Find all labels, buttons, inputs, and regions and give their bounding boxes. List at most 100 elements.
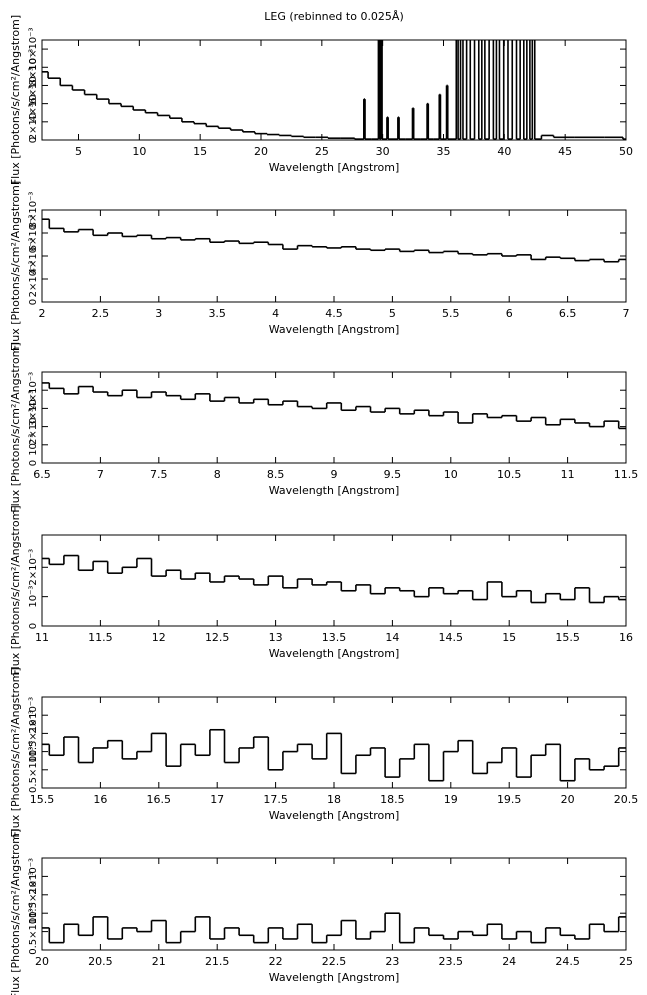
x-tick-label: 25 [315, 145, 329, 158]
x-tick-label: 14.5 [439, 631, 464, 644]
x-tick-label: 4.5 [325, 307, 343, 320]
x-tick-label: 20.5 [614, 793, 639, 806]
plot-frame [41, 696, 627, 789]
x-tick-label: 8.5 [267, 468, 285, 481]
x-tick-label: 19 [444, 793, 458, 806]
y-tick-label: 10⁻³ [28, 741, 39, 763]
y-axis-label: Flux [Photons/s/cm²/Angstrom] [9, 342, 22, 512]
x-tick-label: 15 [193, 145, 207, 158]
x-tick-label: 35 [437, 145, 451, 158]
x-axis-label: Wavelength [Angstrom] [269, 484, 400, 497]
x-tick-label: 11.5 [614, 468, 639, 481]
x-tick-label: 3.5 [208, 307, 226, 320]
y-tick-label: 8×10⁻³ [28, 192, 39, 229]
x-tick-label: 17.5 [263, 793, 288, 806]
plot-frame [41, 209, 627, 303]
y-tick-label: 6×10⁻³ [28, 67, 39, 104]
y-tick-label: 2×10⁻³ [28, 408, 39, 445]
step-connector [48, 382, 620, 429]
x-tick-label: 5 [389, 307, 396, 320]
x-tick-label: 11 [35, 631, 49, 644]
x-axis-label: Wavelength [Angstrom] [269, 809, 400, 822]
x-tick-label: 6.5 [33, 468, 51, 481]
x-tick-label: 23.5 [439, 955, 464, 968]
x-tick-label: 18 [327, 793, 341, 806]
y-tick-label: 3×10⁻³ [28, 390, 39, 427]
x-tick-label: 18.5 [380, 793, 405, 806]
y-tick-label: 0.5×10⁻³ [28, 747, 39, 793]
x-tick-label: 7 [623, 307, 630, 320]
x-tick-label: 11.5 [88, 631, 113, 644]
y-tick-label: 4×10⁻³ [28, 85, 39, 122]
y-tick-label: 10⁻³ [28, 434, 39, 456]
x-tick-label: 15.5 [30, 793, 55, 806]
y-axis-label: Flux [Photons/s/cm²/Angstrom] [9, 667, 22, 837]
y-tick-label: 2×10⁻³ [28, 103, 39, 140]
plot-area [42, 382, 626, 430]
x-tick-label: 21.5 [205, 955, 230, 968]
x-tick-label: 13.5 [322, 631, 347, 644]
y-tick-label: 2×10⁻³ [28, 261, 39, 298]
x-tick-label: 5.5 [442, 307, 460, 320]
y-tick-label: 6×10⁻³ [28, 215, 39, 252]
x-tick-label: 6.5 [559, 307, 577, 320]
x-tick-label: 10 [132, 145, 146, 158]
y-tick-label: 0.5×10⁻³ [28, 908, 39, 954]
y-tick-label: 10⁻³ [28, 902, 39, 924]
y-tick-label: 2×10⁻³ [28, 858, 39, 895]
y-tick-label: 2×10⁻³ [28, 549, 39, 586]
x-tick-label: 23 [385, 955, 399, 968]
x-tick-label: 24 [502, 955, 516, 968]
plot-area [42, 554, 626, 604]
step-connector [48, 729, 620, 781]
plot-area [42, 912, 626, 944]
x-tick-label: 2 [39, 307, 46, 320]
x-tick-label: 5 [75, 145, 82, 158]
x-tick-label: 11 [561, 468, 575, 481]
x-tick-label: 13 [269, 631, 283, 644]
step-connector [48, 555, 620, 603]
step-connector [48, 913, 620, 943]
y-tick-label: 10⁻³ [28, 586, 39, 608]
y-tick-label: 4×10⁻³ [28, 238, 39, 275]
x-tick-label: 22 [269, 955, 283, 968]
x-tick-label: 20.5 [88, 955, 113, 968]
chart-title: LEG (rebinned to 0.025Å) [264, 10, 404, 23]
x-tick-label: 17 [210, 793, 224, 806]
x-axis-label: Wavelength [Angstrom] [269, 161, 400, 174]
x-tick-label: 15 [502, 631, 516, 644]
x-tick-label: 19.5 [497, 793, 522, 806]
y-tick-label: 2×10⁻³ [28, 697, 39, 734]
x-tick-label: 16 [93, 793, 107, 806]
x-tick-label: 2.5 [92, 307, 110, 320]
x-tick-label: 30 [376, 145, 390, 158]
y-tick-label: 0 [28, 299, 39, 305]
step-connector [48, 219, 620, 262]
step-connector [47, 40, 624, 140]
x-tick-label: 20 [254, 145, 268, 158]
x-axis-label: Wavelength [Angstrom] [269, 323, 400, 336]
x-tick-label: 20 [35, 955, 49, 968]
plot-frame [41, 857, 627, 951]
x-axis-label: Wavelength [Angstrom] [269, 971, 400, 984]
y-tick-label: 1.5×10⁻³ [28, 872, 39, 918]
x-tick-label: 3 [155, 307, 162, 320]
x-tick-label: 50 [619, 145, 633, 158]
x-tick-label: 4 [272, 307, 279, 320]
x-tick-label: 25 [619, 955, 633, 968]
x-tick-label: 10 [444, 468, 458, 481]
y-axis-label: Flux [Photons/s/cm²/Angstrom] [9, 829, 22, 995]
y-tick-label: 1.5×10⁻³ [28, 710, 39, 756]
plot-frame [41, 39, 627, 141]
y-tick-label: 0 [28, 623, 39, 629]
y-tick-label: 10×10⁻³ [28, 28, 39, 71]
x-tick-label: 24.5 [555, 955, 580, 968]
y-tick-label: 0 [28, 460, 39, 466]
x-tick-label: 21 [152, 955, 166, 968]
y-tick-label: 8×10⁻³ [28, 49, 39, 86]
x-tick-label: 16.5 [147, 793, 172, 806]
x-tick-label: 9.5 [384, 468, 402, 481]
x-tick-label: 6 [506, 307, 513, 320]
x-tick-label: 7 [97, 468, 104, 481]
